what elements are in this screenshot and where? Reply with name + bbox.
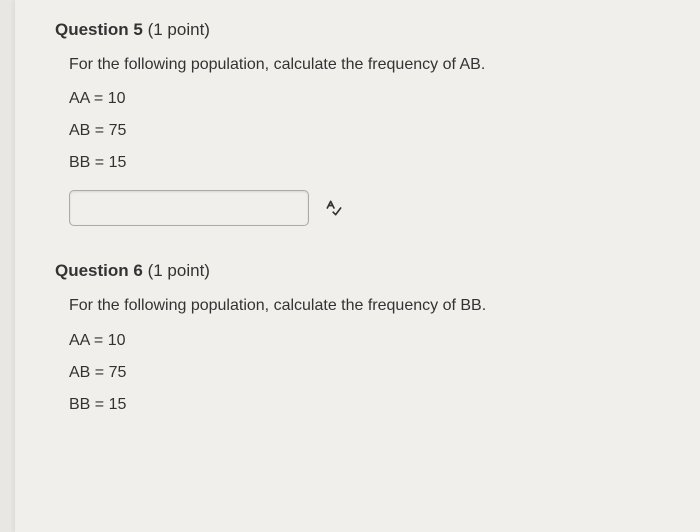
question-points: (1 point) bbox=[148, 20, 210, 39]
data-line: AB = 75 bbox=[69, 364, 670, 382]
data-line: BB = 15 bbox=[69, 154, 670, 172]
question-block: Question 5 (1 point) For the following p… bbox=[55, 20, 670, 226]
data-line: AA = 10 bbox=[69, 90, 670, 108]
question-header: Question 6 (1 point) bbox=[55, 261, 670, 281]
question-header: Question 5 (1 point) bbox=[55, 20, 670, 40]
question-number: Question 5 bbox=[55, 20, 143, 39]
question-prompt: For the following population, calculate … bbox=[69, 54, 670, 76]
data-line: AA = 10 bbox=[69, 332, 670, 350]
answer-input[interactable] bbox=[69, 190, 309, 226]
answer-row bbox=[69, 190, 670, 226]
data-line: AB = 75 bbox=[69, 122, 670, 140]
question-number: Question 6 bbox=[55, 261, 143, 280]
spellcheck-icon[interactable] bbox=[323, 197, 345, 219]
data-line: BB = 15 bbox=[69, 396, 670, 414]
question-prompt: For the following population, calculate … bbox=[69, 295, 670, 317]
question-block: Question 6 (1 point) For the following p… bbox=[55, 261, 670, 413]
quiz-page: Question 5 (1 point) For the following p… bbox=[15, 0, 700, 532]
question-points: (1 point) bbox=[148, 261, 210, 280]
